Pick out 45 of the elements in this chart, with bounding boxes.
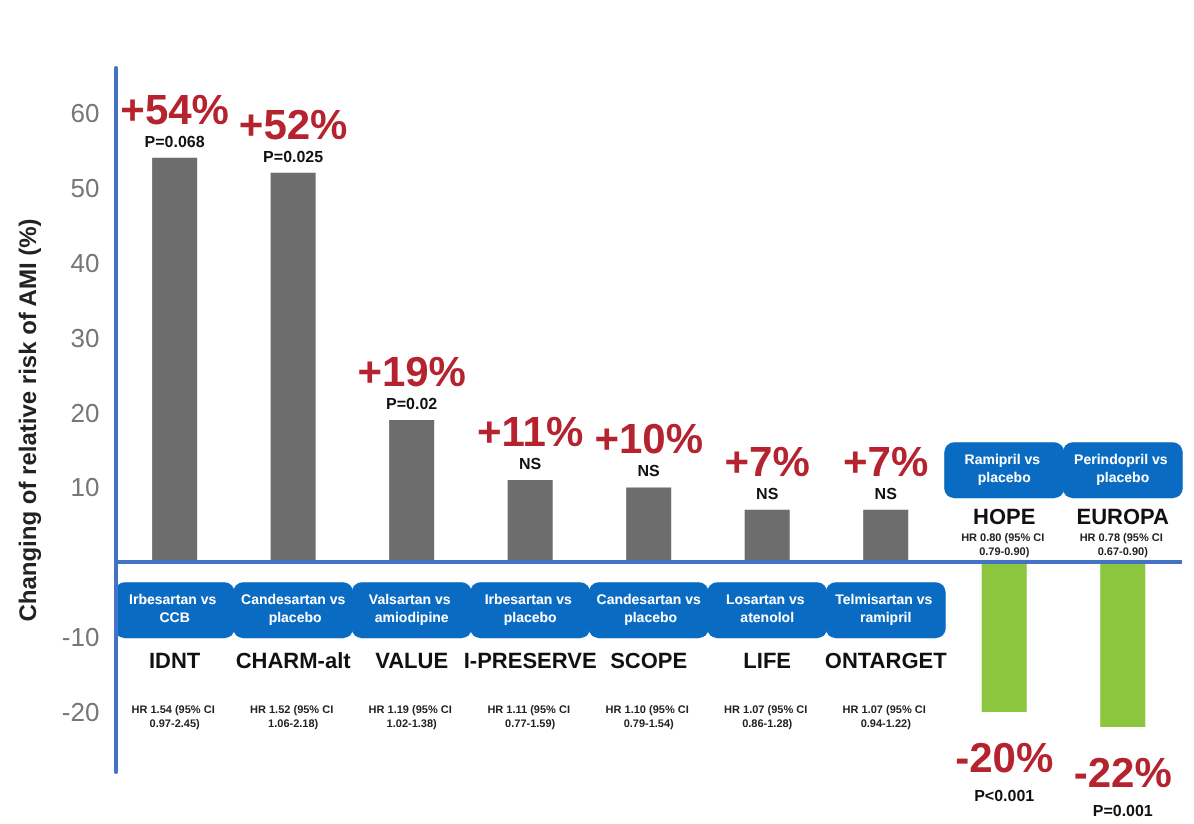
x-tick-label: EUROPA <box>1076 506 1170 531</box>
bar <box>389 420 435 563</box>
y-tick-label: -10 <box>61 622 100 653</box>
y-tick-label: 50 <box>70 172 100 203</box>
bar <box>981 562 1027 713</box>
annotation: P=0.068 <box>144 132 206 151</box>
y-axis-title: Changing of relative risk of AMI (%) <box>14 218 42 622</box>
x-tick-label: SCOPE <box>610 650 688 675</box>
data-label: +7% <box>843 439 929 486</box>
annotation: NS <box>874 484 899 503</box>
bar <box>507 479 553 563</box>
y-tick-label: 60 <box>70 97 100 128</box>
bar <box>744 509 790 563</box>
text: P<0.001 <box>974 787 1036 806</box>
data-label: -22% <box>1073 751 1173 798</box>
y-tick-label: -20 <box>61 697 100 728</box>
annotation: NS <box>637 462 662 481</box>
x-tick-label: HOPE <box>973 506 1036 531</box>
x-tick-label: I-PRESERVE <box>463 650 597 675</box>
data-label: -20% <box>955 736 1054 783</box>
annotation: P=0.025 <box>263 147 325 166</box>
annotation: NS <box>756 484 780 503</box>
bar <box>270 172 316 563</box>
data-label: +7% <box>724 439 811 486</box>
annotation: NS <box>519 454 543 473</box>
x-tick-label: LIFE <box>743 650 792 675</box>
y-tick-label: 30 <box>70 322 100 353</box>
x-tick-label: ONTARGET <box>824 650 948 675</box>
bar <box>1100 562 1146 728</box>
y-tick-label: 40 <box>70 247 100 278</box>
x-tick-label: VALUE <box>375 650 449 675</box>
annotation: P=0.02 <box>386 395 439 413</box>
y-tick-label: 20 <box>70 397 100 428</box>
bar <box>152 157 198 563</box>
x-tick-label: CHARM-alt <box>235 650 352 675</box>
text: P=0.001 <box>1092 802 1154 821</box>
data-label: +52% <box>238 102 349 149</box>
data-label: +11% <box>477 409 584 456</box>
data-label: +19% <box>357 350 467 396</box>
data-label: +54% <box>120 87 230 134</box>
data-label: +10% <box>594 417 704 464</box>
bar <box>863 509 909 563</box>
x-tick-label: IDNT <box>148 650 201 675</box>
bar <box>626 487 672 563</box>
y-tick-label: 10 <box>70 472 100 503</box>
